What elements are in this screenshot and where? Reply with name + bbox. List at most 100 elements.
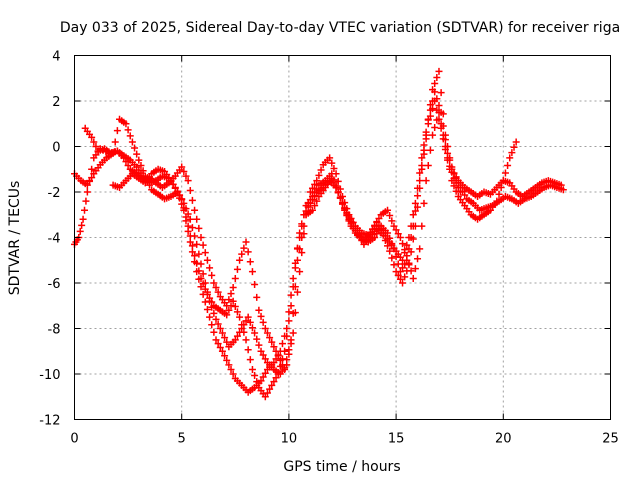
data-point <box>311 180 319 188</box>
series-track-d <box>109 97 464 378</box>
data-point <box>184 227 192 235</box>
y-tick-label: 4 <box>52 50 60 65</box>
data-point <box>433 106 441 114</box>
data-point <box>83 181 91 189</box>
data-point <box>328 174 336 182</box>
data-point <box>248 324 256 332</box>
data-point <box>244 248 252 256</box>
data-point <box>456 188 464 196</box>
data-point <box>122 120 130 128</box>
data-point <box>244 313 252 321</box>
data-point <box>345 213 353 221</box>
data-point <box>401 246 409 254</box>
data-point <box>390 222 398 230</box>
grid <box>74 55 611 420</box>
data-point <box>343 208 351 216</box>
data-point <box>418 165 426 173</box>
data-point <box>251 281 259 289</box>
data-point <box>388 217 396 225</box>
data-point <box>424 120 432 128</box>
data-point <box>409 211 417 219</box>
data-point <box>426 112 434 120</box>
data-point <box>257 312 265 320</box>
data-point <box>298 249 306 257</box>
data-point <box>88 133 96 141</box>
data-point <box>81 206 89 214</box>
data-point <box>334 177 342 185</box>
data-point <box>272 347 280 355</box>
data-point <box>276 356 284 364</box>
data-point <box>403 241 411 249</box>
data-point <box>197 260 205 268</box>
series-track-a <box>71 67 565 401</box>
data-point <box>416 184 424 192</box>
data-point <box>332 183 340 191</box>
data-point <box>79 215 87 223</box>
data-point <box>227 365 235 373</box>
data-point <box>206 297 214 305</box>
x-tick-label: 15 <box>388 432 405 447</box>
data-point <box>218 329 226 337</box>
data-point <box>426 146 434 154</box>
y-tick-label: -6 <box>48 277 61 292</box>
data-point <box>508 149 516 157</box>
data-point <box>191 232 199 240</box>
data-point <box>293 288 301 296</box>
data-point <box>431 80 439 88</box>
data-point <box>195 275 203 283</box>
data-point <box>206 313 214 321</box>
data-point <box>452 179 460 187</box>
series-track-c <box>81 108 520 373</box>
data-point <box>216 325 224 332</box>
data-point <box>206 264 214 272</box>
data-point <box>330 164 338 172</box>
data-point <box>414 255 422 263</box>
data-point <box>188 242 196 250</box>
data-point <box>504 161 512 169</box>
data-point <box>384 206 392 214</box>
data-point <box>300 230 308 238</box>
data-point <box>178 163 186 171</box>
data-point <box>173 188 181 196</box>
data-point <box>246 318 254 326</box>
data-point <box>210 279 218 287</box>
data-point <box>416 177 424 185</box>
data-point <box>229 297 237 305</box>
data-point <box>259 351 267 359</box>
data-marks <box>71 67 567 401</box>
data-point <box>308 193 316 201</box>
data-point <box>186 238 194 246</box>
data-point <box>308 206 316 214</box>
data-point <box>339 199 346 207</box>
data-point <box>180 199 188 207</box>
data-point <box>236 256 244 264</box>
y-axis-label: SDTVAR / TECUs <box>7 181 23 296</box>
data-point <box>285 308 293 316</box>
data-point <box>399 264 407 272</box>
data-point <box>399 256 407 264</box>
data-point <box>76 227 84 235</box>
data-point <box>191 252 199 260</box>
data-point <box>248 365 256 373</box>
data-point <box>263 389 271 397</box>
data-point <box>304 199 312 207</box>
data-point <box>330 179 338 187</box>
data-point <box>253 293 261 301</box>
data-point <box>208 303 216 311</box>
data-point <box>259 373 267 381</box>
data-point <box>388 254 396 262</box>
data-point <box>191 206 199 214</box>
data-point <box>214 320 222 328</box>
data-point <box>454 183 462 191</box>
x-axis-label: GPS time / hours <box>283 459 400 475</box>
data-point <box>435 115 443 123</box>
data-point <box>289 329 297 337</box>
data-point <box>176 192 184 200</box>
data-point <box>248 268 256 276</box>
data-point <box>506 154 514 162</box>
data-point <box>266 385 274 393</box>
data-point <box>133 150 141 158</box>
data-point <box>188 248 196 256</box>
y-tick-label: -2 <box>48 186 61 201</box>
data-point <box>401 273 409 281</box>
